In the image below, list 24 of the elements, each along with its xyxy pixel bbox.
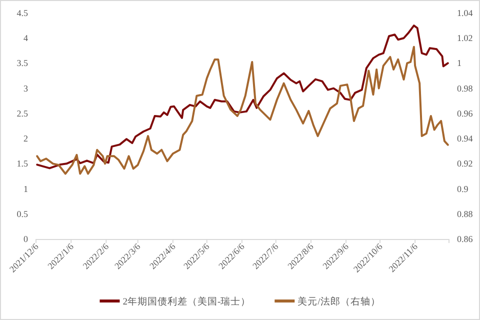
y-tick-label: 0.5 [16, 208, 28, 219]
y-tick-label: 3.5 [16, 58, 28, 68]
y-tick-label: 2.5 [16, 108, 28, 118]
y2-tick-label: 0.86 [457, 234, 474, 244]
line-series [36, 46, 449, 175]
y-tick-label: 4 [24, 33, 28, 44]
y2-tick-label: 0.96 [457, 108, 474, 118]
y2-tick-label: 0.94 [457, 134, 474, 144]
y-tick-label: 4.5 [16, 8, 28, 18]
y2-tick-label: 1 [457, 58, 462, 68]
y-tick-label: 0 [24, 234, 28, 244]
y-tick-label: 1 [24, 184, 28, 194]
y2-tick-label: 0.9 [457, 184, 469, 194]
y2-tick-label: 0.88 [457, 208, 474, 219]
y-tick-label: 1.5 [16, 158, 28, 169]
legend-label: 2年期国债利差（美国-瑞士） [122, 296, 251, 308]
line-series [36, 24, 449, 170]
y2-tick-label: 1.02 [457, 33, 473, 44]
y2-tick-label: 0.92 [457, 158, 473, 169]
y2-tick-label: 0.98 [457, 83, 474, 94]
y-tick-label: 3 [24, 83, 28, 94]
y2-tick-label: 1.04 [457, 8, 474, 18]
y-tick-label: 2 [24, 134, 28, 144]
legend-label: 美元/法郎（右轴） [298, 296, 380, 308]
